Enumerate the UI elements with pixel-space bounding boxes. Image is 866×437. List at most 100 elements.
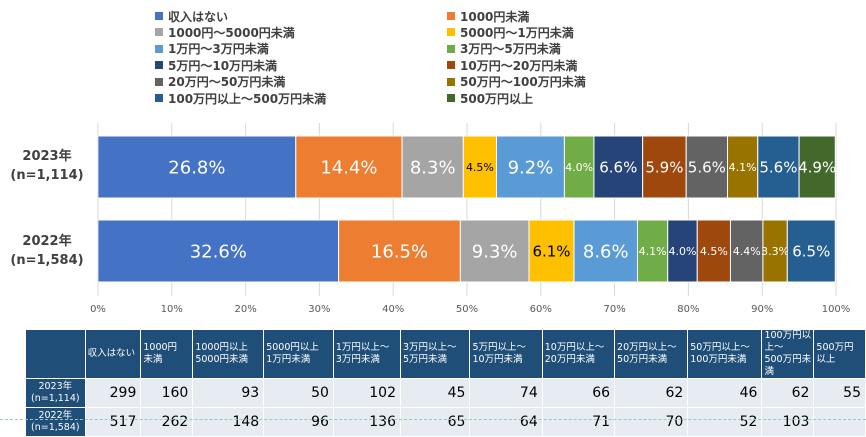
table-header-cell: 1万円以上～ 3万円未満 xyxy=(332,329,401,379)
bar-segment xyxy=(401,135,464,199)
legend-swatch xyxy=(155,77,163,86)
legend-label: 1000円～5000円未満 xyxy=(168,25,295,40)
table-cell: 50 xyxy=(263,378,334,408)
table-header-cell: 1000円以上 5000円未満 xyxy=(192,329,265,379)
legend-item: 収入はない xyxy=(155,8,228,24)
table-cell: 74 xyxy=(469,378,543,408)
table-cell: 65 xyxy=(399,407,471,437)
bar-segment xyxy=(636,219,669,283)
table-cell: 62 xyxy=(614,378,689,408)
legend-item: 3万円～5万円未満 xyxy=(447,41,561,57)
legend-label: 500万円以上 xyxy=(460,91,534,106)
x-tick-label: 90% xyxy=(751,304,773,315)
table-header-row: 収入はない 1000円 未満 1000円以上 5000円未満 5000円以上 1万円未… xyxy=(25,329,866,379)
bar-segment xyxy=(593,135,644,199)
legend-swatch xyxy=(447,12,455,20)
bar-segment xyxy=(757,135,800,199)
table-cell: 70 xyxy=(614,407,689,437)
legend-label: 1万円～3万円未満 xyxy=(168,42,269,57)
data-label: 6.5% xyxy=(792,242,830,260)
table-row: 2022年 (n=1,584) 517 262 148 96 136 65 64 71 70 52 1… xyxy=(25,407,866,437)
bar-segment xyxy=(727,135,759,199)
x-tick-label: 30% xyxy=(308,304,330,315)
category-label-2022: 2022年 (n=1,584) xyxy=(10,234,84,268)
x-tick-label: 10% xyxy=(161,304,183,315)
bar-segment xyxy=(338,219,461,283)
table-row: 2023年 (n=1,114) 299 160 93 50 102 45 74 66 62 46 62… xyxy=(25,378,866,408)
data-label: 4.4% xyxy=(733,245,761,258)
legend-label: 3万円～5万円未満 xyxy=(460,42,561,57)
bar-segment xyxy=(459,219,530,283)
data-label: 9.2% xyxy=(508,157,554,178)
x-tick-label: 20% xyxy=(234,304,256,315)
data-label: 4.0% xyxy=(669,245,697,258)
table-row-header: 2022年 (n=1,584) xyxy=(25,407,86,437)
table-cell: 45 xyxy=(399,378,471,408)
table-header-cell: 3万円以上～ 5万円未満 xyxy=(399,329,471,379)
data-table-container: 収入はない 1000円 未満 1000円以上 5000円未満 5000円以上 1万円未… xyxy=(25,329,866,437)
table-cell: 517 xyxy=(84,407,142,437)
category-label-2023: 2023年 (n=1,114) xyxy=(10,149,84,183)
data-label: 5.6% xyxy=(688,158,726,176)
bar-segment xyxy=(496,135,565,199)
stacked-bar-chart: 0% 10% 20% 30% 40% 50% 60% 70% 80% 90% 100% 26.8% 14… xyxy=(90,123,851,315)
chart-legend: 収入はない 1000円未満 1000円～5000円未満 5000円～1万円未満 1万円～… xyxy=(155,8,625,108)
legend-item: 1万円～3万円未満 xyxy=(155,41,269,57)
bar-segment xyxy=(462,135,498,199)
table-header-cell: 100万円以上～ 500万円未満 xyxy=(761,329,815,379)
bar-segment xyxy=(762,219,788,283)
legend-item: 1000円未満 xyxy=(447,8,529,24)
data-label: 4.1% xyxy=(729,161,757,174)
x-tick-label: 40% xyxy=(382,304,404,315)
data-label: 32.6% xyxy=(190,241,247,262)
data-label: 3.3% xyxy=(761,245,789,258)
legend-swatch xyxy=(155,61,163,70)
legend-item: 20万円～50万円未満 xyxy=(155,74,285,90)
table-cell: 52 xyxy=(687,407,763,437)
legend-swatch xyxy=(155,12,163,20)
data-label: 5.9% xyxy=(645,158,683,176)
bar-segment xyxy=(798,135,836,199)
table-cell: 262 xyxy=(140,407,194,437)
bar-segment xyxy=(786,219,836,283)
table-cell: 71 xyxy=(541,407,616,437)
data-label: 14.4% xyxy=(320,157,377,178)
data-table: 収入はない 1000円 未満 1000円以上 5000円未満 5000円以上 1万円未… xyxy=(25,329,866,437)
bar-segment xyxy=(667,219,698,283)
legend-swatch xyxy=(155,44,163,53)
table-cell: 64 xyxy=(469,407,543,437)
legend-label: 収入はない xyxy=(168,9,229,24)
data-label: 4.1% xyxy=(639,245,667,258)
table-header-cell: 5万円以上～ 10万円未満 xyxy=(469,329,543,379)
table-header-cell: 50万円以上～ 100万円未満 xyxy=(687,329,763,379)
legend-label: 20万円～50万円未満 xyxy=(168,75,286,90)
legend-item: 500万円以上 xyxy=(447,90,533,106)
table-cell: 93 xyxy=(192,378,265,408)
x-tick-label: 100% xyxy=(822,304,851,315)
table-cell: 55 xyxy=(813,378,866,408)
bar-segment xyxy=(563,135,595,199)
table-header-cell: 1000円 未満 xyxy=(140,329,194,379)
table-header-cell: 5000円以上 1万円未満 xyxy=(263,329,334,379)
data-label: 6.1% xyxy=(532,242,570,260)
legend-swatch xyxy=(447,94,455,102)
table-cell: 148 xyxy=(192,407,265,437)
legend-label: 50万円～100万円未満 xyxy=(460,75,586,90)
legend-swatch xyxy=(155,28,163,37)
bar-segment xyxy=(295,135,403,199)
data-label: 9.3% xyxy=(472,241,518,262)
table-cell: 160 xyxy=(140,378,194,408)
x-tick-label: 80% xyxy=(677,304,699,315)
data-label: 16.5% xyxy=(371,241,428,262)
x-tick-label: 70% xyxy=(603,304,625,315)
x-tick-label: 50% xyxy=(456,304,478,315)
data-label: 8.6% xyxy=(583,241,629,262)
legend-label: 10万円～20万円未満 xyxy=(460,58,578,73)
bar-segment xyxy=(729,219,764,283)
data-label: 4.5% xyxy=(466,161,494,174)
bar-segment xyxy=(696,219,731,283)
legend-item: 5000円～1万円未満 xyxy=(447,24,574,40)
table-cell: 136 xyxy=(332,407,401,437)
legend-item: 10万円～20万円未満 xyxy=(447,57,577,73)
data-label: 6.6% xyxy=(599,158,637,176)
